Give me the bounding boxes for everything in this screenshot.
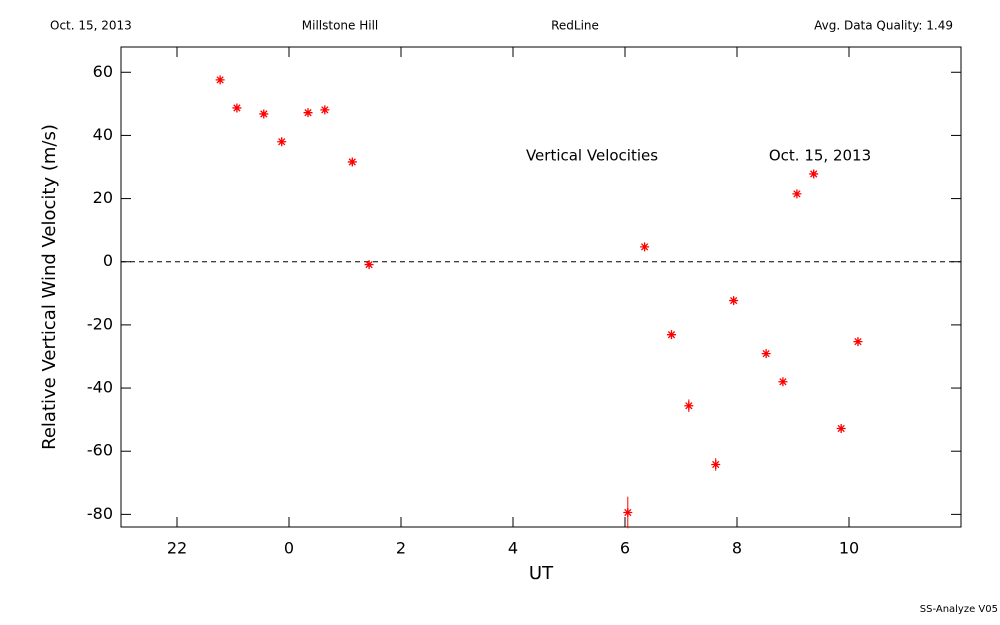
footer: SS-Analyze V05 [920,604,998,615]
y-tick-label: 0 [103,251,113,270]
marker [347,157,357,167]
marker [259,109,269,119]
x-tick-label: 0 [284,539,294,558]
marker [684,401,694,411]
y-tick-label: 60 [93,62,113,81]
marker [853,337,863,347]
x-axis-label: UT [529,563,554,584]
marker [277,137,287,147]
marker [640,242,650,252]
marker [778,377,788,387]
header-quality: Avg. Data Quality: 1.49 [814,19,953,33]
y-tick-label: -60 [87,441,113,460]
x-tick-label: 4 [508,539,518,558]
marker [215,75,225,85]
y-tick-label: -80 [87,504,113,523]
marker [623,507,633,517]
marker [809,169,819,179]
marker [836,423,846,433]
x-tick-label: 8 [732,539,742,558]
marker [761,349,771,359]
x-tick-label: 22 [167,539,187,558]
y-tick-label: 40 [93,125,113,144]
marker [303,108,313,118]
marker [666,330,676,340]
y-axis-label: Relative Vertical Wind Velocity (m/s) [39,124,60,450]
marker [729,296,739,306]
annotation-title: Vertical Velocities [526,147,658,165]
header-site: Millstone Hill [302,19,378,33]
marker [364,260,374,270]
y-tick-label: -40 [87,378,113,397]
plot-frame [120,46,962,528]
header-filter: RedLine [551,19,599,33]
x-tick-label: 6 [620,539,630,558]
marker [792,189,802,199]
marker [320,105,330,115]
header-date: Oct. 15, 2013 [50,19,132,33]
y-tick-label: -20 [87,314,113,333]
marker [232,103,242,113]
x-tick-label: 2 [396,539,406,558]
annotation-date: Oct. 15, 2013 [769,147,871,165]
x-tick-label: 10 [839,539,859,558]
marker [711,459,721,469]
y-tick-label: 20 [93,188,113,207]
